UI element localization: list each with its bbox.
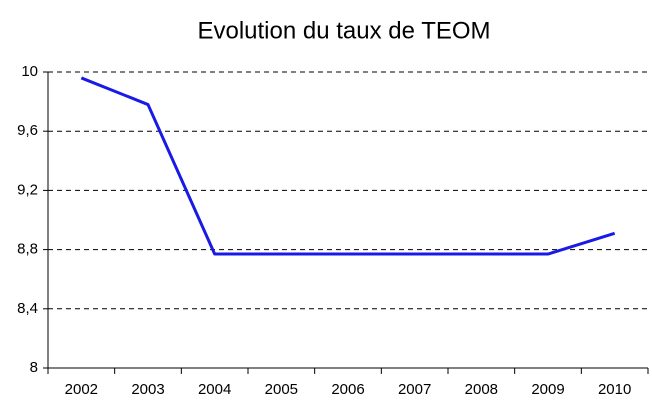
x-tick-label: 2008 <box>465 381 498 398</box>
line-series <box>80 76 616 256</box>
y-tick-label: 8 <box>30 359 38 376</box>
y-tick-label: 9,6 <box>17 122 38 139</box>
y-tick-label: 8,4 <box>17 300 38 317</box>
y-tick-label: 9,2 <box>17 181 38 198</box>
x-tick-label: 2009 <box>531 381 564 398</box>
x-tick-label: 2007 <box>398 381 431 398</box>
x-tick-label: 2006 <box>331 381 364 398</box>
x-tick-label: 2002 <box>65 381 98 398</box>
y-tick-label: 8,8 <box>17 241 38 258</box>
y-tick-label: 10 <box>21 63 38 80</box>
x-tick-label: 2005 <box>265 381 298 398</box>
x-tick-label: 2010 <box>598 381 631 398</box>
chart-title: Evolution du taux de TEOM <box>197 17 490 44</box>
x-tick-label: 2003 <box>131 381 164 398</box>
x-tick-label: 2004 <box>198 381 231 398</box>
